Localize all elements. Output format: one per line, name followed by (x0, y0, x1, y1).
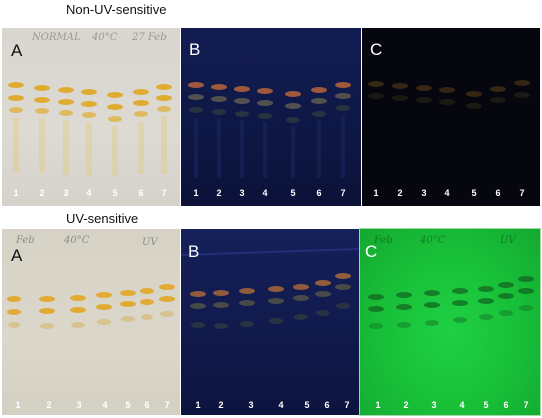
lane-number: 3 (76, 400, 82, 410)
lane-number: 1 (193, 188, 199, 198)
lane-number: 7 (164, 400, 170, 410)
lane-number: 1 (13, 188, 19, 198)
top-panel-b-uv-blue: B 1 2 3 4 5 6 7 (181, 28, 361, 206)
top-a-tlc-plate (8, 82, 172, 177)
top-a-lane-numbers: 1 2 3 4 5 6 7 (2, 187, 180, 199)
bottom-panel-c-uv-green: Feb 40°C UV C 1 2 3 4 5 6 7 (359, 228, 541, 416)
lane-number: 4 (444, 188, 450, 198)
lane-number: 4 (262, 188, 268, 198)
bottom-a-lane-numbers: 1 2 3 4 5 6 7 (2, 399, 180, 411)
lane-number: 7 (344, 400, 350, 410)
lane-number: 3 (63, 188, 69, 198)
bottom-c-handwriting-2: 40°C (420, 235, 446, 246)
panel-letter-a: A (11, 246, 23, 265)
bottom-b-tlc-plate (181, 248, 359, 329)
lane-number: 5 (471, 188, 477, 198)
panel-letter-b: B (189, 40, 201, 59)
lane-number: 5 (483, 400, 489, 410)
top-section-title: Non-UV-sensitive (66, 2, 167, 17)
top-c-lane-numbers: 1 2 3 4 5 6 7 (362, 187, 540, 199)
bottom-section-title: UV-sensitive (66, 211, 139, 226)
top-b-lane-numbers: 1 2 3 4 5 6 7 (181, 187, 361, 199)
lane-number: 6 (495, 188, 501, 198)
bottom-handwriting-3: UV (142, 237, 158, 248)
lane-number: 4 (459, 400, 465, 410)
lane-number: 1 (195, 400, 201, 410)
bottom-c-tlc-plate (368, 276, 534, 329)
top-handwriting-2: 40°C (92, 32, 118, 43)
lane-number: 4 (86, 188, 92, 198)
panel-letter-b: B (188, 242, 200, 261)
top-b-tlc-plate (188, 82, 351, 178)
lane-number: 3 (248, 400, 254, 410)
lane-number: 1 (373, 188, 379, 198)
lane-number: 2 (46, 400, 52, 410)
lane-number: 7 (161, 188, 167, 198)
top-handwriting-1: NORMAL (32, 32, 81, 43)
lane-number: 5 (112, 188, 118, 198)
lane-number: 4 (102, 400, 108, 410)
lane-number: 2 (397, 188, 403, 198)
bottom-c-handwriting-1: Feb (374, 235, 393, 246)
lane-number: 3 (431, 400, 437, 410)
lane-number: 6 (316, 188, 322, 198)
lane-number: 1 (15, 400, 21, 410)
lane-number: 2 (39, 188, 45, 198)
top-panel-c-uv-dark: C 1 2 3 4 5 6 7 (362, 28, 540, 206)
bottom-c-handwriting-3: UV (500, 235, 516, 246)
panel-letter-c: C (365, 242, 378, 261)
lane-number: 3 (239, 188, 245, 198)
lane-number: 5 (125, 400, 131, 410)
bottom-handwriting-1: Feb (16, 235, 35, 246)
bottom-panel-b-uv-blue: B 1 2 3 4 5 6 7 (181, 229, 359, 415)
lane-number: 2 (218, 400, 224, 410)
top-panel-a-white-light: NORMAL 40°C 27 Feb A 1 2 3 4 5 6 7 (2, 28, 180, 206)
lane-number: 5 (290, 188, 296, 198)
panel-letter-c: C (370, 40, 383, 59)
top-c-tlc-plate (368, 80, 530, 109)
lane-number: 5 (304, 400, 310, 410)
lane-number: 2 (216, 188, 222, 198)
lane-number: 2 (403, 400, 409, 410)
bottom-panel-a-white-light: Feb 40°C UV A 1 2 3 4 5 6 7 (2, 229, 180, 415)
bottom-c-lane-numbers: 1 2 3 4 5 6 7 (360, 399, 540, 411)
lane-number: 3 (421, 188, 427, 198)
lane-number: 7 (519, 188, 525, 198)
bottom-b-lane-numbers: 1 2 3 4 5 6 7 (181, 399, 359, 411)
lane-number: 6 (138, 188, 144, 198)
lane-number: 6 (503, 400, 509, 410)
lane-number: 6 (324, 400, 330, 410)
lane-number: 7 (340, 188, 346, 198)
bottom-handwriting-2: 40°C (64, 235, 90, 246)
panel-letter-a: A (11, 41, 23, 60)
lane-number: 6 (144, 400, 150, 410)
lane-number: 7 (523, 400, 529, 410)
lane-number: 4 (278, 400, 284, 410)
lane-number: 1 (375, 400, 381, 410)
bottom-a-tlc-plate (7, 284, 175, 329)
top-handwriting-3: 27 Feb (132, 32, 167, 43)
